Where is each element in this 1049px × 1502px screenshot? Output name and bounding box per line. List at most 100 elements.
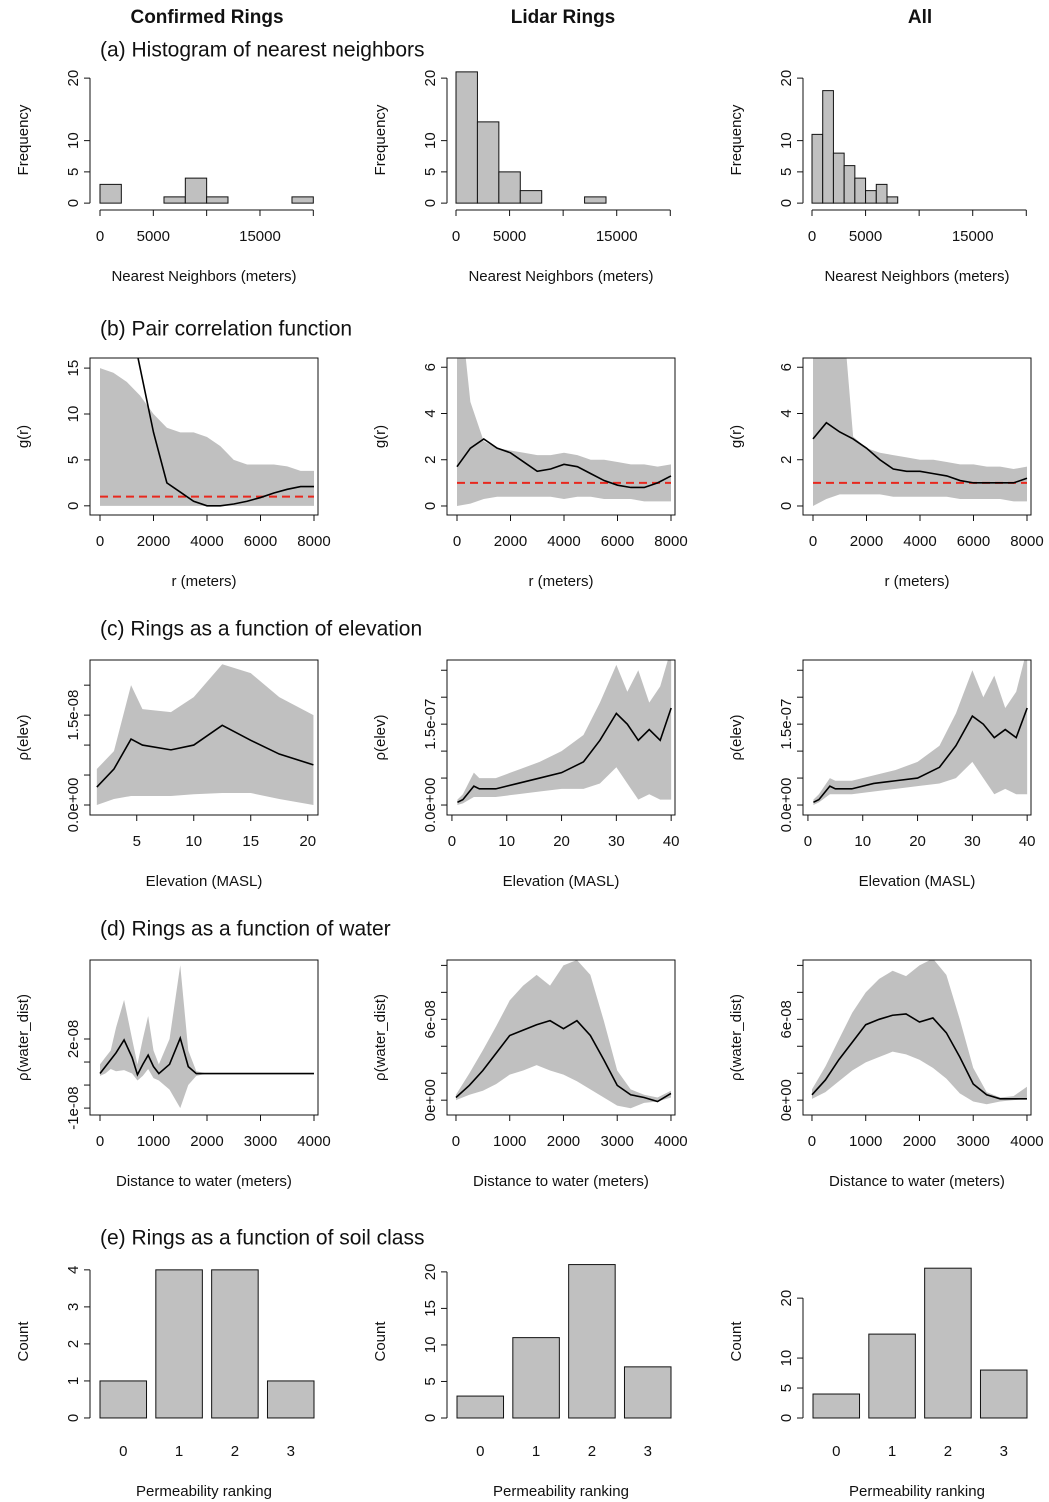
y-axis-label: ρ(water_dist) [15,994,32,1081]
x-tick-label: 40 [1019,833,1036,850]
x-tick-label: 4000 [190,533,223,550]
bar [979,1369,1028,1419]
bar [512,1337,560,1419]
x-axis-label: Permeability ranking [493,1483,629,1500]
x-tick-label: 20 [299,833,316,850]
x-tick-label: 0 [96,533,104,550]
estimate-line [137,358,314,507]
y-axis-label: Count [15,1321,32,1362]
x-tick-label: 3 [287,1443,295,1460]
histogram-bar [886,196,899,204]
x-axis-label: Permeability ranking [136,1483,272,1500]
histogram-bar [875,183,888,204]
x-tick-label: 3000 [601,1133,634,1150]
histogram-bar [832,152,845,204]
x-tick-label: 2000 [190,1133,223,1150]
y-tick-label: 20 [65,70,82,87]
y-axis-label: g(r) [372,425,389,448]
bar [456,1395,505,1419]
bar [812,1393,861,1419]
y-axis-label: g(r) [15,425,32,448]
y-tick-label: 0e+00 [778,1079,795,1121]
x-tick-label: 1000 [493,1133,526,1150]
y-tick-label: 15 [422,1300,439,1317]
y-axis-label: ρ(elev) [15,714,32,760]
plot-frame [802,357,1032,516]
y-tick-label: 0 [422,502,439,510]
histogram-bar [843,165,856,204]
plot-frame [802,959,1032,1116]
x-tick-label: 0 [448,833,456,850]
y-tick-label: 1 [65,1377,82,1385]
plot-frame [89,357,319,516]
y-tick-label: 0e+00 [422,1079,439,1121]
x-axis-label: Elevation (MASL) [146,873,263,890]
x-axis-label: Distance to water (meters) [829,1173,1005,1190]
column-title: Lidar Rings [511,7,616,28]
y-axis-label: g(r) [728,425,745,448]
estimate-line [457,707,672,804]
y-tick-label: 6e-08 [422,1000,439,1038]
section-title: (b) Pair correlation function [100,318,352,341]
x-tick-label: 2000 [494,533,527,550]
y-tick-label: 0.0e+00 [422,778,439,833]
y-tick-label: 0 [778,1414,795,1422]
histogram-bar [865,190,877,204]
bar [568,1264,616,1419]
section-title: (c) Rings as a function of elevation [100,618,422,641]
histogram-bar [519,190,543,204]
histogram-bar [99,183,122,204]
y-tick-label: 4 [422,409,439,417]
x-tick-label: 0 [832,1443,840,1460]
histogram-bar [584,196,607,204]
y-axis-label: Frequency [372,104,389,175]
y-tick-label: 4 [65,1266,82,1274]
envelope-band [96,664,314,805]
y-tick-label: 0 [778,502,795,510]
x-tick-label: 5000 [137,228,170,245]
y-tick-label: 2e-08 [65,1020,82,1058]
x-axis-label: Nearest Neighbors (meters) [824,268,1009,285]
y-tick-label: 5 [422,1377,439,1385]
estimate-line [96,724,314,788]
envelope-band [100,368,314,506]
bar [924,1267,972,1419]
x-axis-label: Nearest Neighbors (meters) [111,268,296,285]
y-tick-label: 20 [422,70,439,87]
x-tick-label: 15000 [239,228,281,245]
y-axis-label: ρ(elev) [728,714,745,760]
x-tick-label: 4000 [903,533,936,550]
column-title: All [908,7,932,28]
histogram-bar [854,177,867,204]
x-tick-label: 1 [532,1443,540,1460]
estimate-line [812,421,1028,484]
histogram-bar [822,90,834,204]
y-tick-label: 6 [778,363,795,371]
x-axis-label: Elevation (MASL) [503,873,620,890]
x-tick-label: 2000 [850,533,883,550]
x-axis-label: r (meters) [172,573,237,590]
section-title: (d) Rings as a function of water [100,918,391,941]
x-tick-label: 20 [909,833,926,850]
x-tick-label: 3000 [957,1133,990,1150]
y-tick-label: 5 [778,1384,795,1392]
bar [868,1333,916,1419]
y-tick-label: 1.5e-07 [422,699,439,750]
estimate-line [99,1035,314,1077]
x-tick-label: 0 [452,228,460,245]
x-tick-label: 5000 [493,228,526,245]
y-axis-label: ρ(water_dist) [372,994,389,1081]
envelope-band [811,960,1027,1105]
x-tick-label: 0 [809,533,817,550]
x-tick-label: 5 [133,833,141,850]
x-tick-label: 4000 [1010,1133,1043,1150]
x-tick-label: 3 [1000,1443,1008,1460]
x-tick-label: 15000 [596,228,638,245]
y-axis-label: Frequency [15,104,32,175]
y-tick-label: 2 [422,456,439,464]
y-tick-label: 5 [65,168,82,176]
x-tick-label: 1000 [137,1133,170,1150]
envelope-band [457,660,672,806]
